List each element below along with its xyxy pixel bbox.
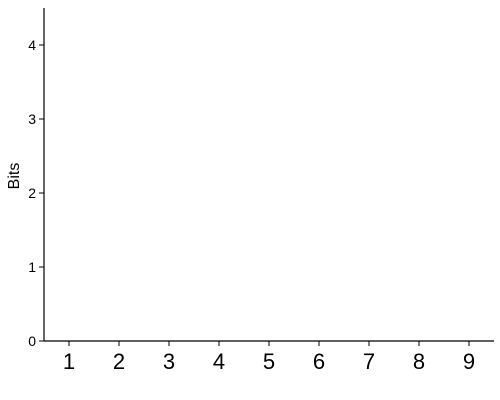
y-tick-label: 1 [28,259,36,275]
y-axis-label: Bits [6,163,23,190]
y-tick-label: 4 [28,37,36,53]
x-tick-label: 6 [313,349,325,374]
x-tick-label: 3 [163,349,175,374]
x-tick-label: 9 [463,349,475,374]
y-tick-label: 3 [28,111,36,127]
y-tick-label: 0 [28,333,36,349]
x-tick-label: 2 [113,349,125,374]
y-tick-label: 2 [28,185,36,201]
x-axis: 1 2 3 4 5 6 7 8 9 [44,340,494,374]
x-tick-label: 7 [363,349,375,374]
y-axis: 0 1 2 3 4 [28,8,45,349]
x-tick-label: 1 [63,349,75,374]
x-tick-label: 8 [413,349,425,374]
x-tick-label: 4 [213,349,225,374]
x-tick-label: 5 [263,349,275,374]
